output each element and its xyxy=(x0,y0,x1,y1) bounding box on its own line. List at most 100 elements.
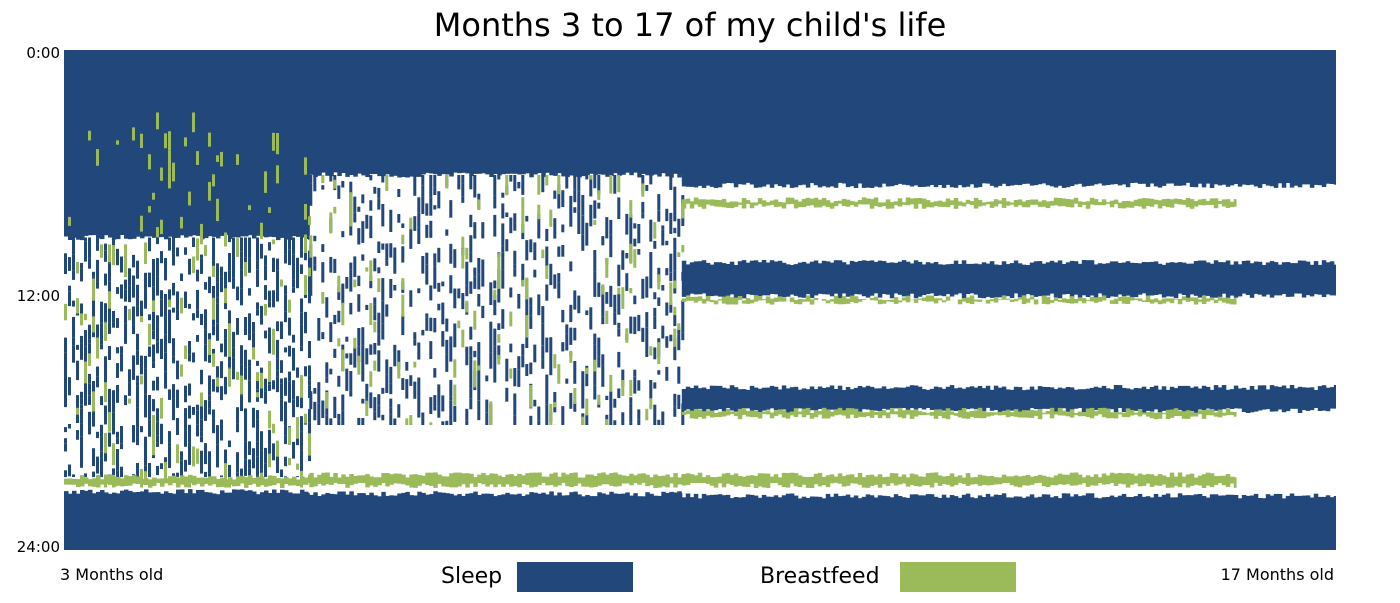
heat-cell-sleep-block xyxy=(693,50,699,188)
heat-cell-sleep-fragment xyxy=(565,324,569,333)
heat-cell-sleep-fragment xyxy=(341,394,345,411)
heat-cell-sleep-fragment xyxy=(256,456,259,476)
heat-cell-sleep-block xyxy=(1157,50,1163,188)
heat-cell-sleep-fragment xyxy=(224,376,227,395)
heat-cell-sleep-fragment xyxy=(228,464,231,478)
heat-cell-sleep-fragment xyxy=(509,287,513,292)
heat-cell-breastfeed-block xyxy=(629,473,634,486)
heat-cell-sleep-fragment xyxy=(617,197,621,219)
heat-cell-sleep-block xyxy=(913,494,919,550)
heat-cell-sleep-fragment xyxy=(513,175,517,192)
x-end-label: 17 Months old xyxy=(1220,565,1334,584)
heat-cell-sleep-fragment xyxy=(180,273,183,281)
heat-cell-breastfeed-block xyxy=(765,202,771,206)
heat-cell-sleep-fragment xyxy=(425,224,429,238)
heat-cell-sleep-fragment xyxy=(397,404,401,418)
heat-cell-sleep-block xyxy=(949,263,955,297)
heat-cell-sleep-block xyxy=(893,387,899,409)
heat-cell-sleep-fragment xyxy=(308,293,311,304)
heat-cell-sleep-block xyxy=(793,495,799,550)
heat-cell-sleep-block xyxy=(425,50,430,173)
heat-cell-sleep-fragment xyxy=(144,390,147,395)
heat-cell-sleep-fragment xyxy=(240,364,243,381)
heat-cell-sleep-fragment xyxy=(268,290,271,302)
heat-cell-sleep-block xyxy=(1333,264,1336,296)
heat-cell-sleep-fragment xyxy=(148,395,151,409)
heat-cell-sleep-block xyxy=(813,389,819,411)
heat-cell-sleep-block xyxy=(1205,497,1211,550)
heat-cell-sleep-block xyxy=(1317,264,1323,295)
heat-cell-sleep-fragment xyxy=(132,425,135,443)
heat-cell-breastfeed-block xyxy=(725,472,731,484)
heat-cell-sleep-fragment xyxy=(453,249,457,268)
heat-cell-sleep-block xyxy=(877,50,883,188)
heat-cell-breastfeed-block xyxy=(689,474,695,483)
heat-cell-sleep-fragment xyxy=(393,344,397,367)
heat-cell-breastfeed-block xyxy=(248,475,253,485)
heat-cell-sleep-fragment xyxy=(240,345,243,365)
heat-cell-sleep-fragment xyxy=(469,371,473,389)
heat-cell-sleep-block xyxy=(429,494,434,550)
heat-cell-breastfeed-block xyxy=(184,476,189,488)
heat-cell-sleep-fragment xyxy=(317,403,321,416)
heat-cell-sleep-block xyxy=(641,496,646,550)
heat-cell-sleep-fragment xyxy=(256,376,259,390)
heat-cell-sleep-block xyxy=(721,50,727,184)
heat-cell-sleep-block xyxy=(773,386,779,411)
heat-cell-sleep-block xyxy=(549,50,554,176)
heat-cell-sleep-block xyxy=(733,497,739,550)
heat-cell-breastfeed-block xyxy=(1017,297,1023,300)
heat-cell-sleep-fragment xyxy=(381,300,385,324)
heat-cell-breastfeed-block xyxy=(1165,409,1171,419)
heat-cell-breastfeed-block xyxy=(545,476,550,486)
heat-cell-breastfeed-block xyxy=(92,478,97,487)
heat-cell-breastfeed-block xyxy=(765,296,771,304)
heat-cell-sleep-fragment xyxy=(465,279,469,286)
heat-cell-breastfeed-block xyxy=(449,473,454,488)
heat-cell-breastfeed-block xyxy=(232,479,237,487)
heat-cell-sleep-fragment xyxy=(597,175,601,195)
heat-cell-breastfeed-block xyxy=(937,298,943,301)
heat-cell-breastfeed-block xyxy=(889,202,895,209)
heat-cell-breastfeed-block xyxy=(701,199,707,209)
heat-cell-sleep-fragment xyxy=(601,236,605,246)
heat-cell-sleep-fragment xyxy=(100,457,103,468)
heat-cell-breastfeed-block xyxy=(84,477,89,484)
heat-cell-sleep-fragment xyxy=(304,366,307,377)
heat-cell-sleep-block xyxy=(553,495,558,550)
heat-cell-breastfeed-fragment xyxy=(180,364,183,377)
heat-cell-sleep-fragment xyxy=(321,262,325,283)
heat-cell-breastfeed-block xyxy=(353,476,358,484)
heat-cell-sleep-block xyxy=(92,493,97,550)
heat-cell-sleep-block xyxy=(260,492,265,550)
heat-cell-breastfeed-block xyxy=(128,476,133,486)
heat-cell-sleep-block xyxy=(941,494,947,550)
heat-cell-sleep-fragment xyxy=(248,366,251,381)
heat-cell-sleep-block xyxy=(1025,389,1031,411)
heat-cell-sleep-block xyxy=(841,390,847,412)
heat-cell-sleep-block xyxy=(529,492,534,550)
heat-cell-sleep-block xyxy=(957,497,963,550)
heat-cell-breastfeed-block xyxy=(1077,297,1083,302)
heat-cell-breastfeed-block xyxy=(1053,298,1059,301)
heat-cell-breastfeed-block xyxy=(941,201,947,207)
heat-cell-sleep-block xyxy=(837,496,843,550)
heat-cell-sleep-fragment xyxy=(553,218,557,239)
heat-cell-sleep-block xyxy=(1045,387,1051,409)
heat-cell-sleep-block xyxy=(409,50,414,177)
heat-cell-sleep-block xyxy=(661,50,666,174)
heat-cell-breastfeed-block xyxy=(1177,299,1183,305)
heat-cell-breastfeed-block xyxy=(777,296,783,302)
heat-cell-sleep-fragment xyxy=(196,404,199,411)
heat-cell-breastfeed-fragment xyxy=(333,206,337,214)
heat-cell-sleep-block xyxy=(957,264,963,294)
heat-cell-sleep-fragment xyxy=(288,237,291,250)
heat-cell-sleep-block xyxy=(120,490,125,550)
heat-cell-sleep-block xyxy=(989,261,995,298)
heat-cell-sleep-fragment xyxy=(300,324,303,347)
heat-cell-breastfeed-fragment xyxy=(509,311,513,327)
heat-cell-sleep-block xyxy=(1085,388,1091,409)
heat-cell-sleep-block xyxy=(977,50,983,188)
heat-cell-breastfeed-block xyxy=(905,197,911,206)
heat-cell-sleep-fragment xyxy=(325,401,329,416)
